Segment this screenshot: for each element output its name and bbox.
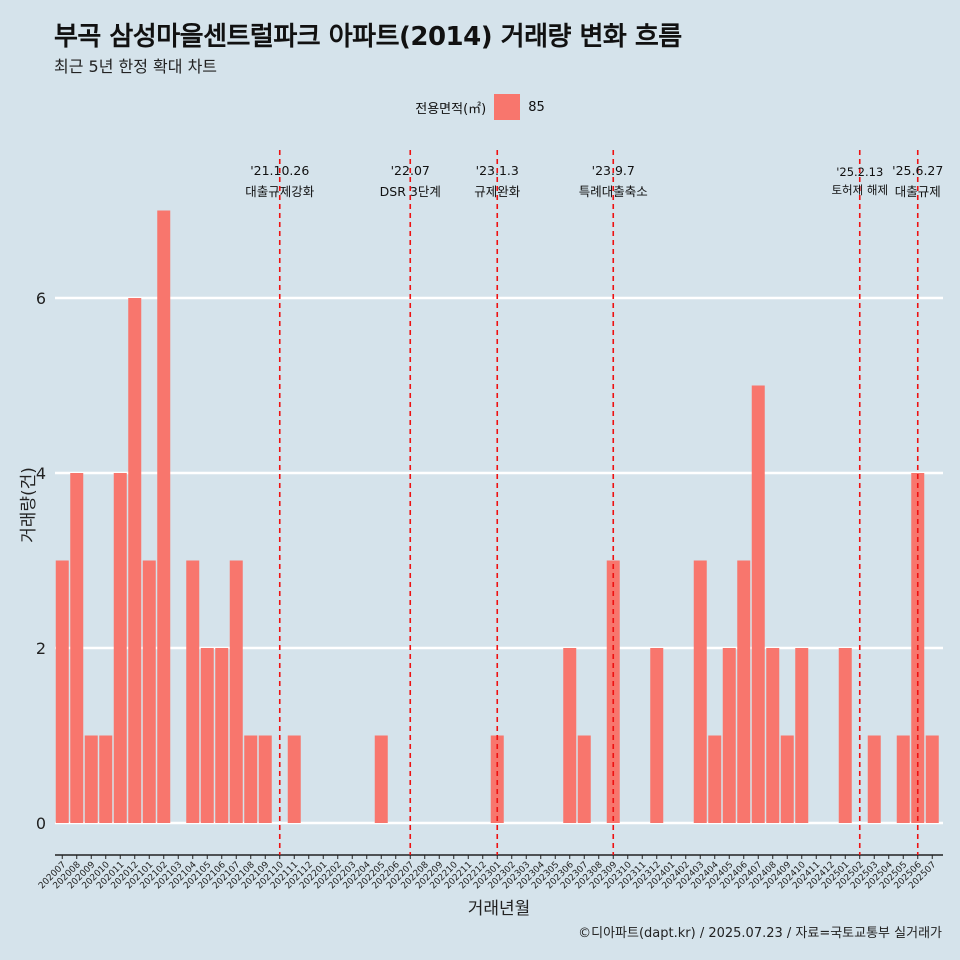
event-date-label: '21.10.26 [250, 163, 309, 178]
event-date-label: '23.1.3 [476, 163, 519, 178]
chart-title: 부곡 삼성마을센트럴파크 아파트(2014) 거래량 변화 흐름 [54, 22, 682, 52]
bar [722, 648, 736, 823]
bar [142, 560, 156, 823]
bar [490, 735, 504, 823]
bar [925, 735, 939, 823]
bar [867, 735, 881, 823]
bar [374, 735, 388, 823]
legend-title: 전용면적(㎡) [415, 101, 487, 117]
bar [287, 735, 301, 823]
y-tick-label: 6 [36, 289, 46, 308]
bar [693, 560, 707, 823]
event-date-label: '23.9.7 [592, 163, 635, 178]
legend: 전용면적(㎡) 85 [0, 94, 960, 120]
chart-subtitle: 최근 5년 한정 확대 차트 [54, 57, 218, 76]
bar [55, 560, 69, 823]
bar [99, 735, 113, 823]
event-name-label: 토허제 해제 [831, 183, 888, 197]
bar [258, 735, 272, 823]
bar [229, 560, 243, 823]
bar [244, 735, 258, 823]
bar [215, 648, 229, 823]
x-axis-title: 거래년월 [468, 899, 531, 919]
bar [84, 735, 98, 823]
event-name-label: 대출규제 [895, 184, 941, 199]
event-date-label: '25.2.13 [836, 165, 883, 179]
y-axis-title: 거래량(건) [19, 467, 39, 543]
bar [157, 210, 171, 823]
bar [650, 648, 664, 823]
bar [751, 385, 765, 823]
bar [708, 735, 722, 823]
bar [780, 735, 794, 823]
bar [200, 648, 214, 823]
event-name-label: 대출규제강화 [245, 184, 315, 199]
event-date-label: '22.07 [391, 163, 430, 178]
bar [128, 298, 142, 823]
bar [186, 560, 200, 823]
source-caption: ©디아파트(dapt.kr) / 2025.07.23 / 자료=국토교통부 실… [578, 926, 942, 941]
event-date-label: '25.6.27 [892, 163, 943, 178]
bar [113, 473, 127, 823]
legend-label: 85 [528, 99, 545, 115]
bar [563, 648, 577, 823]
y-tick-label: 2 [36, 639, 46, 658]
event-name-label: DSR 3단계 [380, 184, 441, 199]
legend-swatch [494, 94, 521, 120]
bar [70, 473, 84, 823]
bar [737, 560, 751, 823]
event-name-label: 규제완화 [474, 184, 521, 199]
bar [838, 648, 852, 823]
bar [795, 648, 809, 823]
y-tick-label: 0 [36, 814, 46, 833]
event-name-label: 특례대출축소 [579, 184, 648, 199]
bar [896, 735, 910, 823]
y-tick-label: 4 [36, 464, 46, 483]
bar [766, 648, 780, 823]
bar [577, 735, 591, 823]
